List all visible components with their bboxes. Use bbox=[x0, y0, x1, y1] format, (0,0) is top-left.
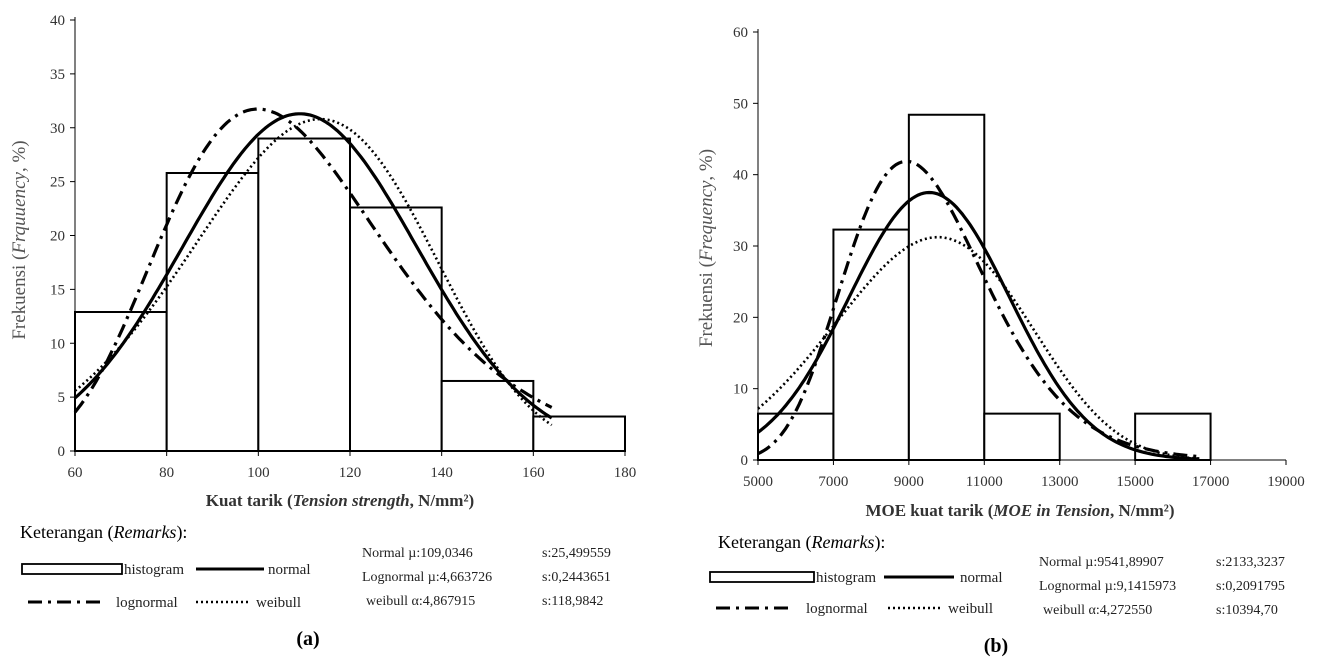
param-weibull-alpha: weibull α:4,272550 bbox=[1043, 603, 1152, 618]
histogram-bar bbox=[832, 228, 910, 461]
x-tick-label: 5000 bbox=[743, 474, 773, 490]
chart-a-params: Normal µ:109,0346 s:25,499559 Lognormal … bbox=[362, 546, 611, 609]
chart-a-xlabel: Kuat tarik (Tension strength, N/mm²) bbox=[206, 491, 474, 510]
y-tick-label: 15 bbox=[50, 282, 65, 298]
lognormal-curve bbox=[757, 159, 1200, 459]
x-tick-label: 13000 bbox=[1041, 474, 1079, 490]
y-tick-label: 60 bbox=[733, 25, 748, 41]
param-normal-s: s:2133,3237 bbox=[1216, 555, 1285, 570]
chart-b-remarks-title: Keterangan (Remarks): bbox=[718, 532, 885, 553]
chart-b-legend: histogram normal lognormal weibull bbox=[709, 570, 1003, 617]
legend-weibull-label: weibull bbox=[256, 595, 301, 611]
chart-b-caption: (b) bbox=[984, 635, 1008, 657]
legend-weibull-label: weibull bbox=[948, 601, 993, 617]
chart-b-plot: 0 10 20 30 40 50 60 5000 7000 9000 11000 13000 15000… bbox=[733, 25, 1305, 490]
y-tick-label: 40 bbox=[733, 168, 748, 184]
normal-curve bbox=[73, 112, 553, 420]
param-weibull-s: s:10394,70 bbox=[1216, 603, 1278, 618]
y-tick-label: 10 bbox=[733, 382, 748, 398]
histogram-bar bbox=[165, 172, 260, 452]
param-lognormal-s: s:0,2443651 bbox=[542, 570, 611, 585]
chart-panel-b: Frekuensi (Frequency, %) 0 10 20 30 40 50 60 50… bbox=[670, 0, 1335, 659]
param-normal-mu: Normal µ:109,0346 bbox=[362, 546, 473, 561]
x-tick-label: 100 bbox=[247, 465, 270, 481]
histogram-bar bbox=[440, 379, 535, 452]
y-tick-label: 20 bbox=[733, 310, 748, 326]
axes: 0 5 10 15 20 25 30 35 40 60 80 100 120 140 160 180 bbox=[50, 13, 636, 481]
x-tick-label: 140 bbox=[430, 465, 453, 481]
y-tick-label: 10 bbox=[50, 336, 65, 352]
y-tick-label: 20 bbox=[50, 229, 65, 245]
x-tick-label: 180 bbox=[614, 465, 637, 481]
y-tick-label: 25 bbox=[50, 175, 65, 191]
legend-lognormal-label: lognormal bbox=[116, 595, 178, 611]
y-tick-label: 0 bbox=[741, 453, 749, 469]
param-lognormal-s: s:0,2091795 bbox=[1216, 579, 1285, 594]
chart-b-xlabel: MOE kuat tarik (MOE in Tension, N/mm²) bbox=[865, 501, 1174, 520]
y-tick-label: 5 bbox=[58, 390, 66, 406]
chart-a-caption: (a) bbox=[296, 628, 319, 650]
y-tick-label: 35 bbox=[50, 67, 65, 83]
legend-histogram-label: histogram bbox=[124, 562, 184, 578]
param-lognormal-mu: Lognormal µ:4,663726 bbox=[362, 570, 492, 585]
lognormal-curve bbox=[73, 107, 553, 414]
chart-panel-a: Frekuensi (Frquuency, %) 0 5 10 15 20 25 30 35 4… bbox=[0, 0, 660, 659]
chart-b-svg: Frekuensi (Frequency, %) 0 10 20 30 40 50 60 50… bbox=[696, 25, 1305, 657]
x-tick-label: 11000 bbox=[966, 474, 1003, 490]
y-tick-label: 40 bbox=[50, 13, 65, 29]
normal-curve bbox=[757, 190, 1200, 461]
chart-a-legend: histogram normal lognormal weibull bbox=[21, 562, 311, 611]
weibull-curve bbox=[757, 235, 1200, 460]
y-tick-label: 30 bbox=[50, 121, 65, 137]
chart-a-remarks-title: Keterangan (Remarks): bbox=[20, 522, 187, 543]
chart-a-svg: Frekuensi (Frquuency, %) 0 5 10 15 20 25 30 35 4… bbox=[9, 13, 636, 650]
x-tick-label: 9000 bbox=[894, 474, 924, 490]
param-weibull-s: s:118,9842 bbox=[542, 594, 603, 609]
y-tick-label: 0 bbox=[58, 444, 66, 460]
x-tick-label: 120 bbox=[339, 465, 362, 481]
histogram-bars bbox=[757, 113, 1212, 461]
y-tick-label: 50 bbox=[733, 96, 748, 112]
x-tick-label: 7000 bbox=[818, 474, 848, 490]
histogram-bar bbox=[349, 206, 443, 452]
x-tick-label: 60 bbox=[68, 465, 83, 481]
legend-histogram-swatch bbox=[709, 571, 815, 583]
histogram-bars bbox=[74, 137, 626, 452]
histogram-bar bbox=[983, 412, 1061, 461]
legend-histogram-swatch bbox=[21, 563, 123, 575]
histogram-bar bbox=[907, 113, 986, 461]
legend-normal-label: normal bbox=[268, 562, 311, 578]
legend-normal-label: normal bbox=[960, 570, 1003, 586]
param-weibull-alpha: weibull α:4,867915 bbox=[366, 594, 475, 609]
legend-lognormal-label: lognormal bbox=[806, 601, 868, 617]
x-tick-label: 17000 bbox=[1192, 474, 1230, 490]
x-tick-label: 15000 bbox=[1116, 474, 1154, 490]
weibull-curve bbox=[74, 117, 553, 427]
chart-b-params: Normal µ:9541,89907 s:2133,3237 Lognorma… bbox=[1039, 555, 1285, 618]
chart-a-ylabel: Frekuensi (Frquuency, %) bbox=[9, 140, 30, 339]
x-tick-label: 80 bbox=[159, 465, 174, 481]
chart-a-plot: 0 5 10 15 20 25 30 35 40 60 80 100 120 140 160 180 bbox=[50, 13, 636, 481]
histogram-bar bbox=[757, 412, 835, 461]
histogram-bar bbox=[532, 415, 626, 452]
histogram-bar bbox=[257, 137, 352, 452]
y-tick-label: 30 bbox=[733, 239, 748, 255]
param-normal-s: s:25,499559 bbox=[542, 546, 611, 561]
param-lognormal-mu: Lognormal µ:9,1415973 bbox=[1039, 579, 1176, 594]
chart-b-ylabel: Frekuensi (Frequency, %) bbox=[696, 149, 717, 347]
legend-histogram-label: histogram bbox=[816, 570, 876, 586]
param-normal-mu: Normal µ:9541,89907 bbox=[1039, 555, 1164, 570]
x-tick-label: 19000 bbox=[1267, 474, 1305, 490]
x-tick-label: 160 bbox=[522, 465, 545, 481]
